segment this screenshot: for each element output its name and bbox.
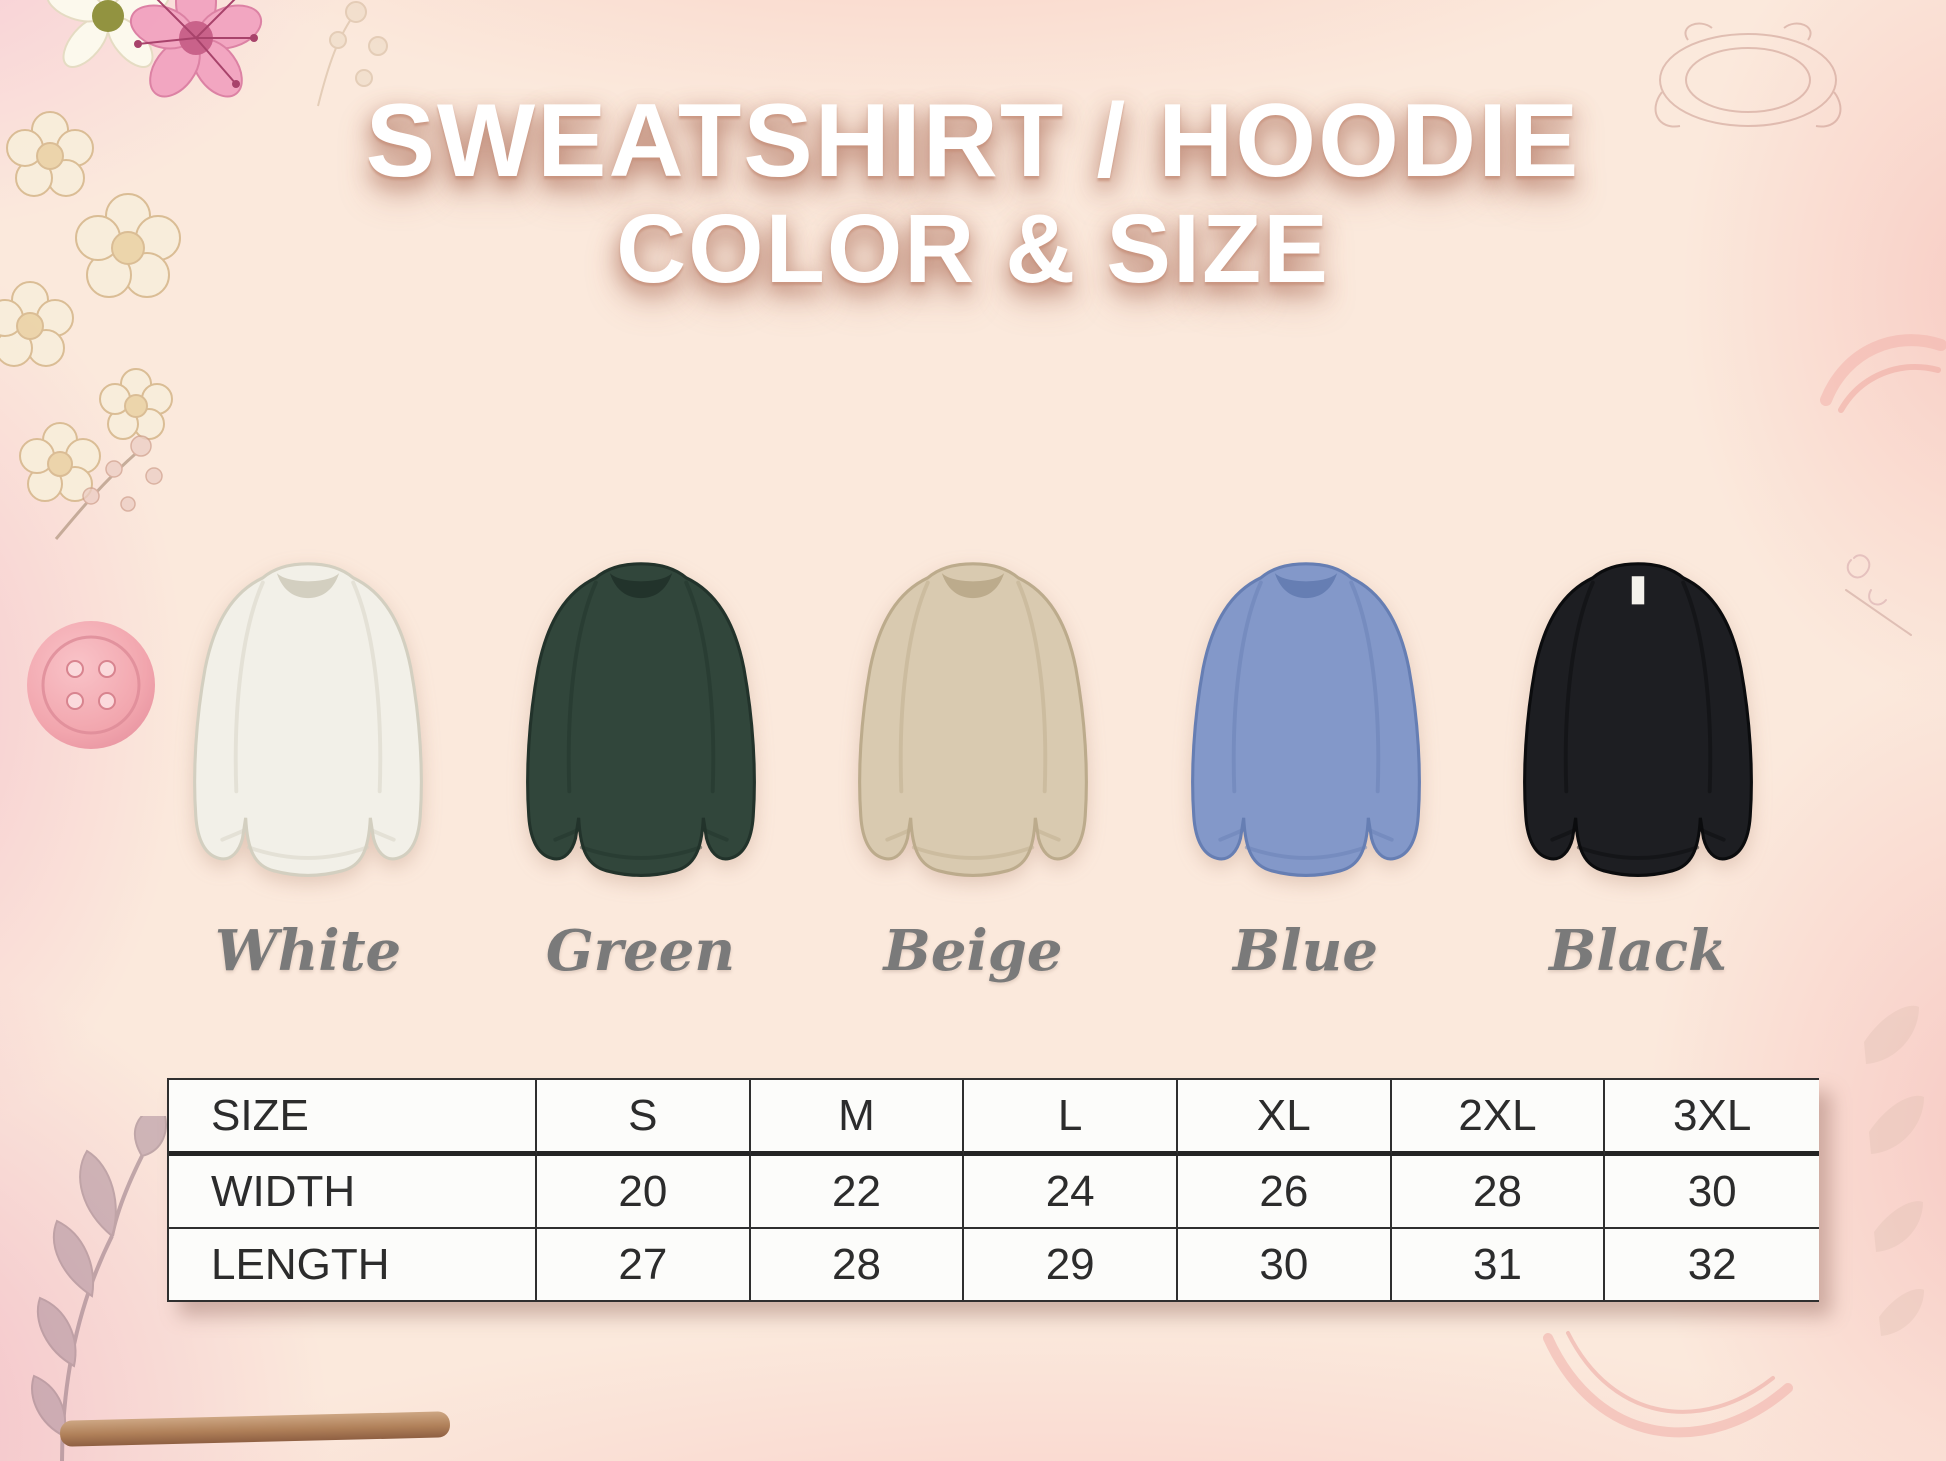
size-table-header-cell: L xyxy=(964,1080,1178,1156)
sweatshirt-icon xyxy=(858,562,1088,877)
wooden-stick-icon xyxy=(60,1411,450,1447)
size-table-cell: 24 xyxy=(964,1156,1178,1229)
sweatshirt-icon xyxy=(1190,562,1421,877)
size-table-header-cell: S xyxy=(537,1080,751,1156)
color-label: Green xyxy=(545,918,736,984)
color-option-card: Black xyxy=(1482,542,1794,984)
color-option-card: Green xyxy=(485,542,797,984)
color-label: Beige xyxy=(883,918,1063,984)
size-table-header-cell: SIZE xyxy=(169,1080,537,1156)
watercolor-arcs-icon xyxy=(1820,334,1946,636)
size-table-row-label: LENGTH xyxy=(169,1229,537,1300)
size-table-cell: 30 xyxy=(1178,1229,1392,1300)
color-option-card: White xyxy=(152,542,464,984)
drape-arc-icon xyxy=(1543,1331,1793,1438)
size-table-cell: 27 xyxy=(537,1229,751,1300)
size-table-header-cell: M xyxy=(750,1080,965,1156)
size-table-cell: 28 xyxy=(751,1229,965,1300)
color-option-card: Blue xyxy=(1150,542,1462,984)
size-table-cell: 29 xyxy=(964,1229,1178,1300)
sweatshirt-icon xyxy=(1523,562,1753,877)
size-table-header-cell: XL xyxy=(1178,1080,1392,1156)
blossom-sprig-icon xyxy=(54,435,163,540)
title-line-1: SWEATSHIRT / HOODIE xyxy=(365,83,1581,199)
size-table-cell: 31 xyxy=(1392,1229,1606,1300)
color-label: Black xyxy=(1549,918,1727,984)
size-table-cell: 28 xyxy=(1391,1156,1606,1229)
size-table-cell: 26 xyxy=(1178,1156,1392,1229)
size-table-cell: 32 xyxy=(1687,1239,1737,1289)
sewing-button-icon xyxy=(27,621,155,749)
sweatshirt-icon xyxy=(193,562,423,877)
color-option-card: Beige xyxy=(817,542,1129,984)
size-table-cell: 22 xyxy=(750,1156,965,1229)
size-table-cell: 30 xyxy=(1605,1156,1819,1229)
color-label: White xyxy=(214,918,402,984)
page-title: SWEATSHIRT / HOODIE COLOR & SIZE xyxy=(0,88,1946,299)
size-table-header-cell: 3XL xyxy=(1605,1080,1819,1156)
size-table-header-cell: 2XL xyxy=(1391,1080,1606,1156)
size-table: SIZE S M L XL 2XL 3XL WIDTH 20 22 24 26 … xyxy=(167,1078,1819,1302)
title-line-2: COLOR & SIZE xyxy=(616,194,1330,304)
color-label: Blue xyxy=(1233,918,1378,984)
sweatshirt-icon xyxy=(525,562,756,877)
ghost-petals-icon xyxy=(1864,1005,1924,1336)
color-options-row: White Green Beige xyxy=(152,542,1794,984)
size-table-cell: 20 xyxy=(537,1156,751,1229)
size-table-row-label: WIDTH xyxy=(169,1156,537,1229)
